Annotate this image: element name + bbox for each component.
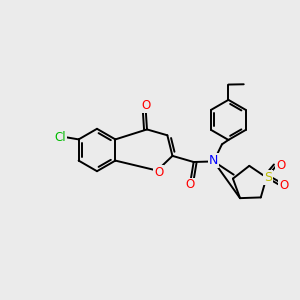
Text: O: O <box>141 99 150 112</box>
Text: S: S <box>264 171 272 184</box>
Text: O: O <box>154 166 163 179</box>
Text: O: O <box>279 178 289 192</box>
Text: O: O <box>185 178 195 191</box>
Text: N: N <box>209 154 218 167</box>
Text: Cl: Cl <box>55 130 66 143</box>
Text: O: O <box>276 159 285 172</box>
